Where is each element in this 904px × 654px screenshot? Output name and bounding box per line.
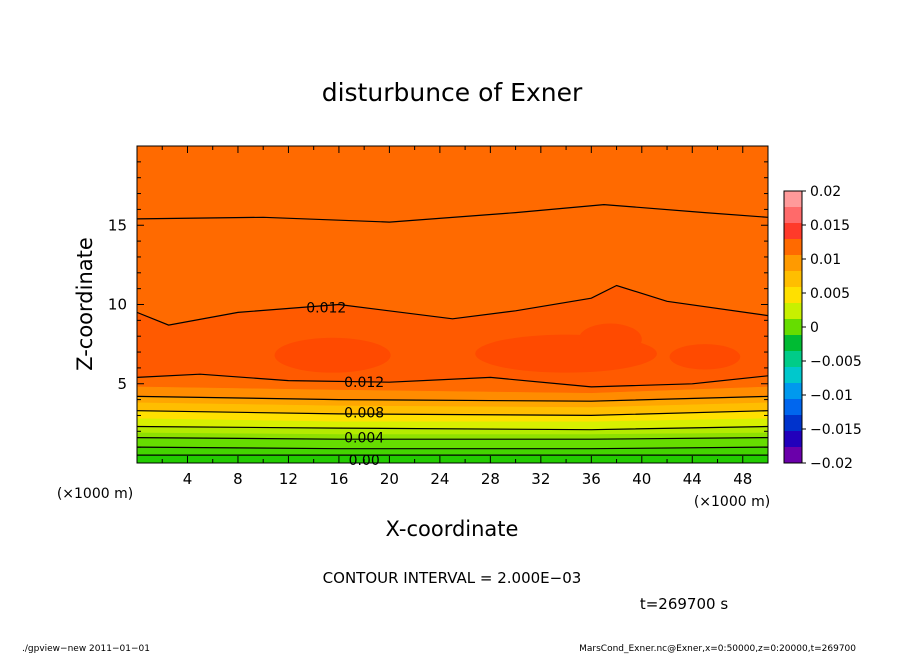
colorbar-tick-label: 0.015 <box>810 218 850 234</box>
y-unit-label: (×1000 m) <box>57 486 133 502</box>
colorbar-segment <box>784 383 802 400</box>
colorbar-tick-label: −0.02 <box>810 456 853 472</box>
x-tick-label: 12 <box>279 470 298 488</box>
contour-line <box>137 437 768 440</box>
band-upper <box>137 146 768 326</box>
x-tick-label: 48 <box>733 470 752 488</box>
y-tick-label: 5 <box>117 375 127 393</box>
colorbar-segment <box>784 191 802 208</box>
contour-line <box>137 425 768 431</box>
colorbar-segment <box>784 319 802 336</box>
footer-command: ./gpview−new 2011−01−01 <box>22 644 150 654</box>
contour-label: 0.012 <box>344 375 384 391</box>
y-axis-label: Z-coordinate <box>73 237 97 371</box>
y-tick-label: 10 <box>108 296 127 314</box>
contour-line <box>137 410 768 417</box>
y-tick-label: 15 <box>108 216 127 234</box>
colorbar-tick-label: 0 <box>810 320 819 336</box>
colorbar <box>783 190 803 464</box>
colorbar-tick-label: −0.005 <box>810 354 862 370</box>
contour-line <box>137 203 768 223</box>
colorbar-segment <box>784 271 802 288</box>
y-axis-ticks: 5 10 15 <box>108 161 768 448</box>
colorbar-tick-label: −0.015 <box>810 422 862 438</box>
colorbar-segment <box>784 351 802 368</box>
contour-label: 0.008 <box>344 405 384 421</box>
colorbar-segment <box>784 367 802 384</box>
x-axis-ticks: 4 8 12 16 20 24 28 32 36 40 44 48 <box>161 146 769 488</box>
colorbar-segment <box>784 287 802 304</box>
x-tick-label: 16 <box>329 470 348 488</box>
x-tick-label: 4 <box>183 470 193 488</box>
x-tick-label: 36 <box>582 470 601 488</box>
band-maximum <box>669 344 741 370</box>
band-lower <box>137 454 768 463</box>
contour-label: 0.012 <box>306 301 346 317</box>
contour-line <box>137 395 768 402</box>
band-maximum <box>274 337 391 373</box>
x-axis-label: X-coordinate <box>386 517 519 541</box>
colorbar-segment <box>784 207 802 224</box>
filled-contour-bands <box>137 146 768 463</box>
colorbar-segment <box>784 447 802 464</box>
colorbar-segment <box>784 431 802 448</box>
contour-line <box>137 284 768 326</box>
footer-source: MarsCond_Exner.nc@Exner,x=0:50000,z=0:20… <box>579 644 856 654</box>
colorbar-segment <box>784 255 802 272</box>
chart-title: disturbunce of Exner <box>322 78 583 107</box>
x-tick-label: 32 <box>531 470 550 488</box>
colorbar-segment <box>784 399 802 416</box>
contour-lines <box>137 203 768 456</box>
colorbar-segment <box>784 239 802 256</box>
x-tick-label: 44 <box>683 470 702 488</box>
colorbar-tick-label: −0.01 <box>810 388 853 404</box>
time-label: t=269700 s <box>640 595 728 613</box>
contour-label: 0.004 <box>344 431 384 447</box>
x-tick-label: 20 <box>380 470 399 488</box>
x-tick-label: 40 <box>632 470 651 488</box>
contour-interval-text: CONTOUR INTERVAL = 2.000E−03 <box>323 569 582 587</box>
colorbar-segment <box>784 335 802 352</box>
colorbar-ticks: 0.02 0.015 0.01 0.005 0 −0.005 −0.01 −0.015 −0.0… <box>802 184 862 472</box>
x-tick-label: 8 <box>233 470 243 488</box>
colorbar-segment <box>784 223 802 240</box>
x-tick-label: 24 <box>430 470 449 488</box>
colorbar-tick-label: 0.02 <box>810 184 841 200</box>
x-tick-label: 28 <box>481 470 500 488</box>
contour-line <box>137 373 768 388</box>
colorbar-segment <box>784 415 802 432</box>
colorbar-tick-label: 0.01 <box>810 252 841 268</box>
x-unit-label: (×1000 m) <box>694 494 770 510</box>
colorbar-segment <box>784 303 802 320</box>
band-maximum <box>578 323 642 356</box>
colorbar-tick-label: 0.005 <box>810 286 850 302</box>
contour-line <box>137 446 768 450</box>
